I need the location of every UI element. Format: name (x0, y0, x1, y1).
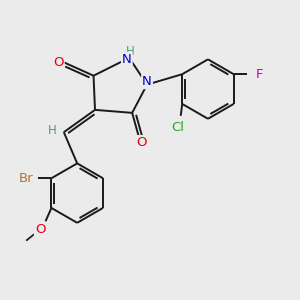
Text: N: N (142, 75, 152, 88)
Text: O: O (53, 56, 64, 69)
Text: F: F (256, 68, 264, 81)
Text: O: O (137, 136, 147, 149)
Text: N: N (122, 53, 132, 66)
Text: O: O (35, 223, 45, 236)
Text: Cl: Cl (171, 121, 184, 134)
Text: Br: Br (18, 172, 33, 185)
Text: H: H (126, 45, 135, 58)
Text: H: H (48, 124, 57, 136)
